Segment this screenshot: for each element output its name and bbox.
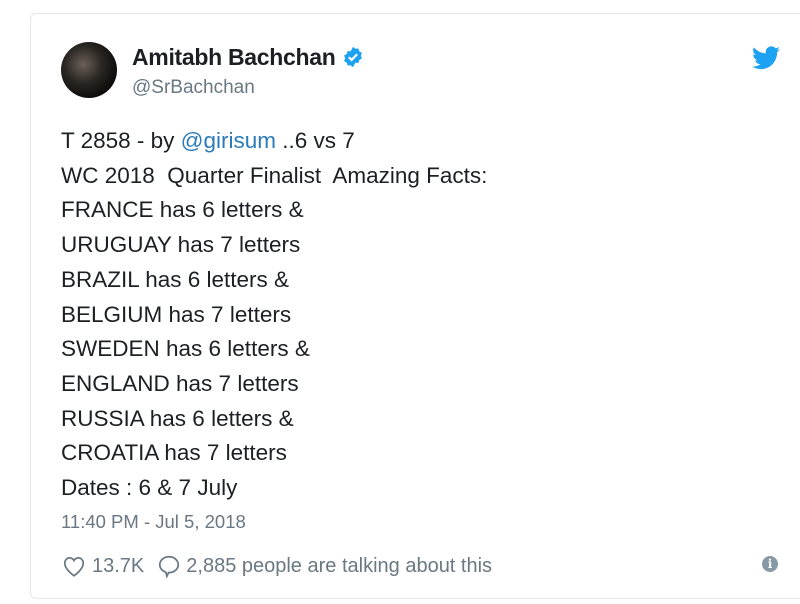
talking-button[interactable]: 2,885 people are talking about this xyxy=(156,553,492,579)
tweet-line: ENGLAND has 7 letters xyxy=(61,370,299,396)
talking-count: 2,885 people are talking about this xyxy=(186,554,493,577)
tweet-line: URUGUAY has 7 letters xyxy=(61,232,301,258)
tweet-line: FRANCE has 6 letters & xyxy=(61,197,304,223)
tweet-text: T 2858 - by @girisum ..6 vs 7 WC 2018 Qu… xyxy=(61,124,487,506)
tweet-line: SWEDEN has 6 letters & xyxy=(61,336,310,362)
tweet-line: Dates : 6 & 7 July xyxy=(61,475,238,501)
tweet-line-text: T 2858 - by xyxy=(61,128,181,153)
tweet-line-text: ..6 vs 7 xyxy=(276,128,355,153)
like-button[interactable]: 13.7K xyxy=(61,553,144,579)
heart-icon xyxy=(63,557,85,577)
tweet-line: WC 2018 Quarter Finalist Amazing Facts: xyxy=(61,162,488,188)
like-count: 13.7K xyxy=(92,554,145,577)
author-name-row[interactable]: Amitabh Bachchan xyxy=(132,44,364,74)
avatar[interactable] xyxy=(61,42,117,98)
mention-link[interactable]: @girisum xyxy=(180,128,277,153)
tweet-line: RUSSIA has 6 letters & xyxy=(61,405,294,431)
tweet-line: T 2858 - by @girisum ..6 vs 7 xyxy=(61,124,487,159)
tweet-line: BELGIUM has 7 letters xyxy=(61,301,292,327)
speech-bubble-icon xyxy=(159,555,180,579)
tweet-line: CROATIA has 7 letters xyxy=(61,440,287,466)
verified-badge-icon xyxy=(342,46,364,74)
info-icon[interactable]: i xyxy=(762,556,778,572)
author-handle[interactable]: @SrBachchan xyxy=(132,77,255,98)
tweet-actions: 13.7K 2,885 people are talking about thi… xyxy=(61,553,492,579)
tweet-timestamp[interactable]: 11:40 PM - Jul 5, 2018 xyxy=(61,511,246,532)
author-name[interactable]: Amitabh Bachchan xyxy=(132,44,336,70)
twitter-bird-icon[interactable] xyxy=(752,46,780,75)
tweet-card xyxy=(30,13,800,599)
tweet-line: BRAZIL has 6 letters & xyxy=(61,266,290,292)
